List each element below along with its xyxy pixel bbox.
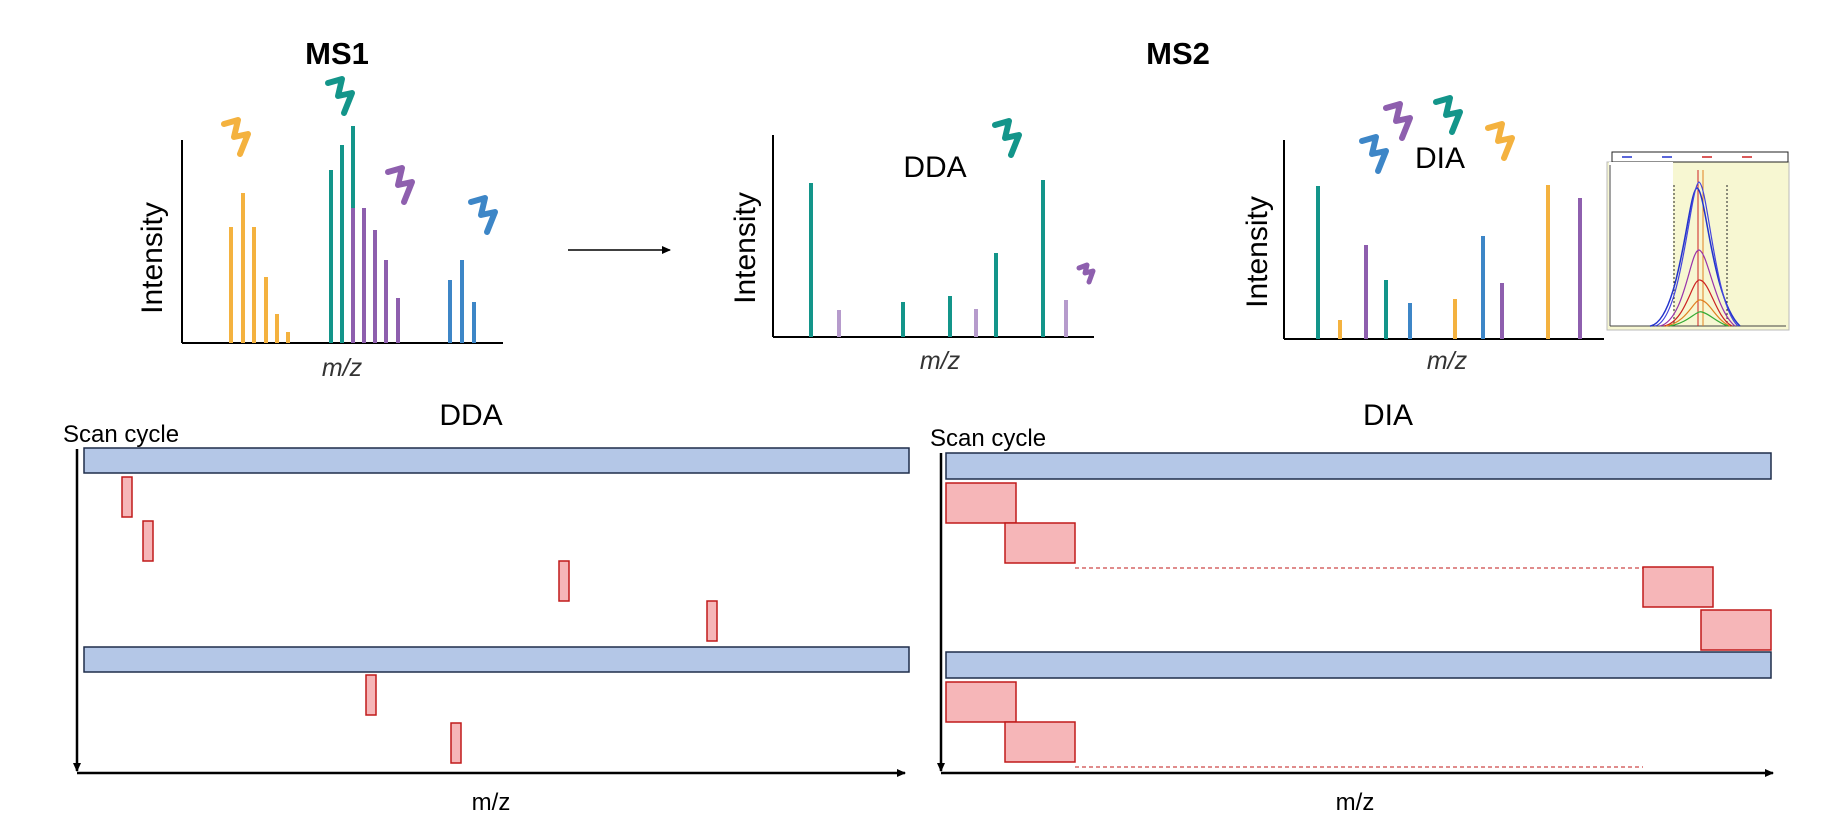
- dda-isolation-window: [558, 560, 570, 602]
- dia-isolation-window: [945, 681, 1017, 723]
- dda-isolation-window: [706, 600, 718, 642]
- xic-inset-legend: [1611, 151, 1789, 163]
- teal-peptide-icon: [1433, 95, 1463, 135]
- dda-isolation-window: [450, 722, 462, 764]
- xic-trace: [1669, 311, 1729, 327]
- dia-scan-cycle-label: Scan cycle: [930, 425, 1046, 452]
- dia-scheme-title: DIA: [1363, 399, 1413, 432]
- dda-scan-scheme: Scan cycle m/z: [63, 421, 910, 816]
- dia-isolation-window: [1642, 566, 1714, 608]
- purple-peptide-icon: [385, 165, 415, 205]
- dia-ms2-label: DIA: [1415, 142, 1465, 175]
- dia-isolation-window: [945, 482, 1017, 524]
- dia-ms2-xlabel: m/z: [1427, 347, 1468, 375]
- ms1-xlabel: m/z: [322, 354, 363, 382]
- ms1-title: MS1: [305, 36, 369, 71]
- ms1-full-scan: [83, 646, 910, 673]
- dda-scheme-title: DDA: [439, 399, 502, 432]
- dia-mz-label: m/z: [1336, 789, 1375, 816]
- dda-ms2-xlabel: m/z: [920, 347, 961, 375]
- blue-peptide-icon: [468, 195, 498, 235]
- ms1-full-scan: [83, 447, 910, 474]
- dda-ms2-spectrum: Intensity m/z DDA: [729, 135, 1094, 375]
- dia-ms2-spectrum: Intensity m/z DIA: [1241, 140, 1604, 375]
- purple-peptide-icon: [1383, 101, 1413, 141]
- dia-isolation-window: [1700, 609, 1772, 651]
- blue-peptide-icon: [1359, 134, 1389, 174]
- xic-trace: [1665, 299, 1731, 327]
- dda-isolation-window: [365, 674, 377, 716]
- dia-scan-scheme: Scan cycle m/z: [930, 425, 1774, 816]
- purple-fragment-icon: [1076, 262, 1096, 285]
- orange-peptide-icon: [221, 117, 251, 157]
- dia-isolation-window: [1004, 522, 1076, 564]
- xic-inset-image: [1606, 151, 1790, 331]
- xic-trace: [1663, 279, 1733, 327]
- dia-ms2-ylabel: Intensity: [1241, 196, 1274, 308]
- dia-isolation-window: [1004, 721, 1076, 763]
- orange-peptide-icon: [1485, 121, 1515, 161]
- xic-trace: [1654, 181, 1739, 327]
- xic-inset-panel: [1609, 162, 1673, 326]
- ms1-full-scan: [945, 452, 1772, 480]
- dda-ms2-label: DDA: [903, 151, 966, 184]
- dda-mz-label: m/z: [472, 789, 511, 816]
- dda-isolation-window: [142, 520, 154, 562]
- ms2-title: MS2: [1146, 36, 1210, 71]
- xic-trace: [1659, 249, 1736, 327]
- ms1-full-scan: [945, 651, 1772, 679]
- ms1-spectrum: Intensity m/z: [136, 126, 503, 382]
- xic-trace: [1649, 187, 1741, 327]
- dda-isolation-window: [121, 476, 133, 518]
- dda-scan-cycle-label: Scan cycle: [63, 421, 179, 448]
- teal-peptide-icon: [992, 118, 1022, 158]
- ms1-ylabel: Intensity: [136, 202, 169, 314]
- dda-ms2-ylabel: Intensity: [729, 192, 762, 304]
- teal-peptide-icon: [325, 76, 355, 116]
